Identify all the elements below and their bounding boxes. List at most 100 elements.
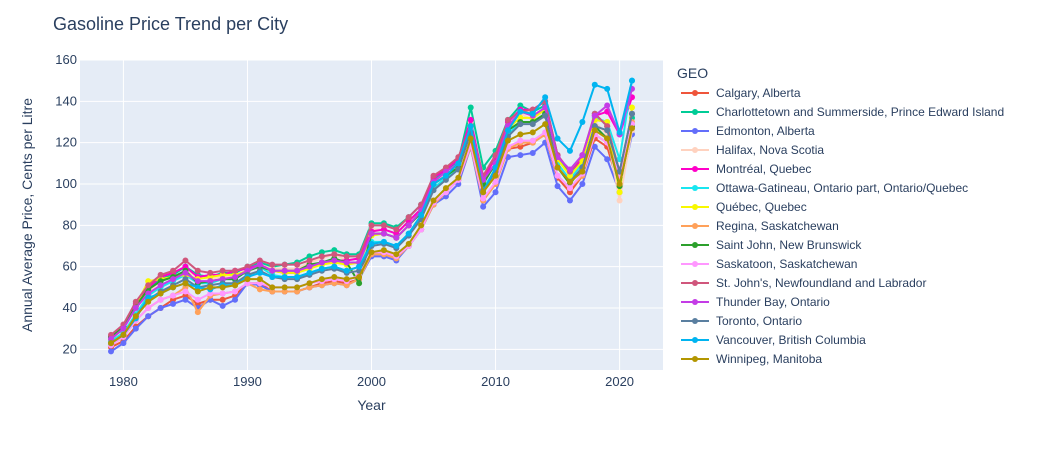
data-point — [405, 240, 412, 247]
data-point — [343, 276, 350, 283]
legend-item[interactable]: Ottawa-Gatineau, Ontario part, Ontario/Q… — [681, 181, 968, 195]
data-point — [256, 257, 263, 264]
legend-swatch-marker — [692, 166, 698, 172]
data-point — [232, 288, 239, 295]
data-point — [430, 181, 437, 187]
data-point — [604, 123, 611, 130]
legend-item[interactable]: Charlottetown and Summerside, Prince Edw… — [681, 105, 1004, 119]
data-point — [380, 226, 387, 233]
data-point — [442, 172, 449, 179]
x-tick-label: 2010 — [481, 374, 510, 389]
data-point — [182, 269, 189, 276]
legend-item[interactable]: Thunder Bay, Ontario — [681, 295, 830, 309]
data-point — [442, 176, 449, 183]
data-point — [380, 230, 387, 237]
data-point — [194, 278, 201, 285]
data-point — [182, 280, 189, 287]
data-point — [542, 112, 549, 119]
data-point — [170, 300, 177, 307]
y-tick-label: 80 — [63, 217, 77, 232]
legend-label: Vancouver, British Columbia — [716, 333, 866, 347]
data-point — [393, 251, 400, 258]
data-point — [294, 267, 301, 274]
legend-item[interactable]: Edmonton, Alberta — [681, 124, 815, 138]
data-point — [418, 222, 425, 229]
data-point — [182, 257, 189, 264]
legend-item[interactable]: Vancouver, British Columbia — [681, 333, 866, 347]
data-point — [219, 290, 226, 297]
legend-item[interactable]: Saint John, New Brunswick — [681, 238, 862, 252]
data-point — [628, 77, 635, 84]
data-point — [306, 269, 313, 276]
data-point — [566, 166, 573, 173]
legend-label: St. John's, Newfoundland and Labrador — [716, 276, 926, 290]
data-point — [157, 296, 164, 303]
data-point — [455, 174, 462, 181]
legend-item[interactable]: Regina, Saskatchewan — [681, 219, 839, 233]
data-point — [145, 313, 152, 320]
legend-item[interactable]: Halifax, Nova Scotia — [681, 143, 824, 157]
data-point — [393, 243, 400, 249]
legend-label: Québec, Quebec — [716, 200, 807, 214]
legend-swatch-marker — [692, 204, 698, 210]
data-point — [219, 296, 226, 303]
legend-label: Charlottetown and Summerside, Prince Edw… — [716, 105, 1004, 119]
data-point — [517, 108, 524, 115]
data-point — [442, 185, 449, 192]
y-tick-label: 20 — [63, 341, 77, 356]
data-point — [604, 156, 611, 163]
data-point — [628, 125, 635, 132]
data-point — [170, 276, 177, 283]
data-point — [554, 172, 561, 179]
data-point — [182, 292, 189, 299]
chart-title: Gasoline Price Trend per City — [53, 14, 288, 34]
data-point — [591, 81, 598, 88]
data-point — [244, 267, 251, 274]
data-point — [405, 214, 412, 221]
data-point — [517, 131, 524, 138]
data-point — [331, 251, 338, 258]
data-point — [232, 267, 239, 274]
data-point — [145, 282, 152, 289]
legend-swatch-marker — [692, 261, 698, 267]
legend-item[interactable]: Montréal, Quebec — [681, 162, 811, 176]
legend-label: Halifax, Nova Scotia — [716, 143, 824, 157]
data-point — [628, 110, 635, 117]
data-point — [281, 267, 288, 274]
data-point — [529, 121, 536, 128]
data-point — [269, 288, 276, 295]
data-point — [207, 274, 214, 280]
y-tick-label: 120 — [55, 135, 77, 150]
data-point — [306, 284, 313, 291]
data-point — [108, 348, 115, 355]
legend-item[interactable]: Toronto, Ontario — [681, 314, 802, 328]
data-point — [554, 135, 561, 142]
data-point — [604, 102, 611, 109]
data-point — [331, 257, 338, 264]
data-point — [542, 104, 549, 111]
series-14 — [108, 121, 635, 347]
y-axis-title: Annual Average Price, Cents per Litre — [19, 98, 35, 332]
data-point — [467, 116, 474, 123]
data-point — [256, 276, 263, 283]
data-point — [120, 340, 127, 347]
legend-item[interactable]: Québec, Quebec — [681, 200, 807, 214]
data-point — [132, 298, 139, 305]
data-point — [318, 259, 325, 266]
data-point — [566, 147, 573, 154]
data-point — [380, 222, 387, 229]
data-point — [269, 261, 276, 268]
data-point — [207, 269, 214, 276]
legend-item[interactable]: Saskatoon, Saskatchewan — [681, 257, 857, 271]
legend-item[interactable]: Winnipeg, Manitoba — [681, 352, 822, 366]
data-point — [430, 197, 437, 204]
data-point — [604, 135, 611, 142]
data-point — [232, 282, 239, 289]
data-point — [343, 282, 350, 289]
legend-swatch-marker — [692, 280, 698, 286]
legend-item[interactable]: St. John's, Newfoundland and Labrador — [681, 276, 926, 290]
data-point — [294, 284, 301, 291]
legend-item[interactable]: Calgary, Alberta — [681, 86, 801, 100]
data-point — [194, 309, 201, 316]
